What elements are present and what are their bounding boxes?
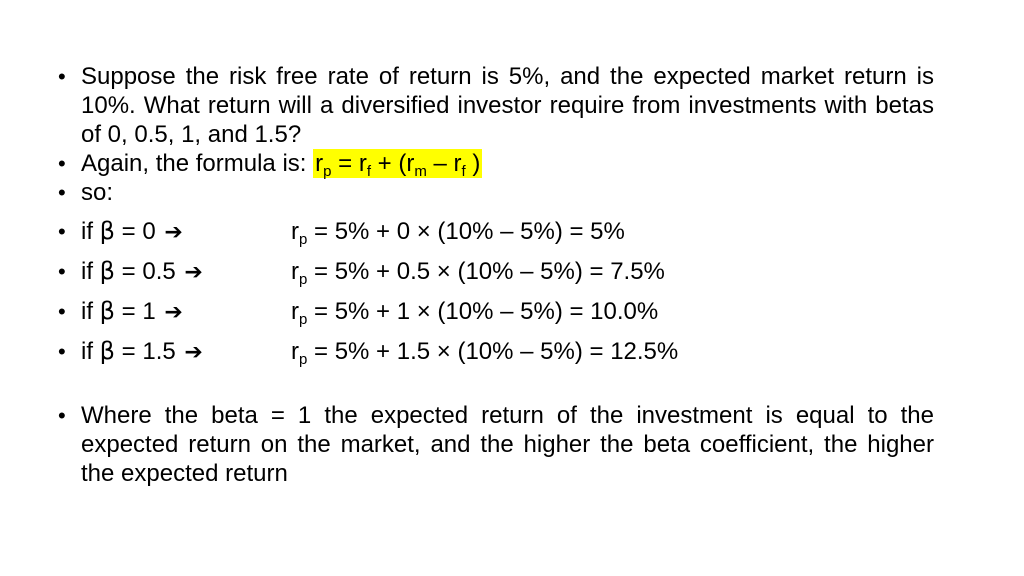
case-condition: if β = 1 ➔ [81, 297, 291, 327]
question-text: Suppose the risk free rate of return is … [81, 63, 934, 148]
case-row: if β = 1 ➔ rp = 5% + 1 × (10% – 5%) = 10… [81, 297, 934, 327]
bullet-so: so: [58, 178, 934, 207]
case-expression: = 5% + 0 × (10% – 5%) = 5% [307, 218, 625, 245]
case-result: rp = 5% + 1.5 × (10% – 5%) = 12.5% [291, 337, 934, 367]
case-value: = 1 [115, 298, 163, 325]
right-arrow-icon: ➔ [164, 300, 183, 325]
case-r: r [291, 258, 299, 285]
right-arrow-icon: ➔ [164, 220, 183, 245]
case-sub-p: p [299, 351, 308, 368]
case-if: if [81, 258, 100, 285]
right-arrow-icon: ➔ [184, 260, 203, 285]
bullet-case-1: if β = 0.5 ➔ rp = 5% + 0.5 × (10% – 5%) … [58, 257, 934, 287]
so-text: so: [81, 179, 114, 206]
conclusion-text: Where the beta = 1 the expected return o… [81, 402, 934, 487]
beta-symbol: β [99, 217, 115, 245]
formula-intro: Again, the formula is: [81, 150, 314, 177]
case-row: if β = 1.5 ➔ rp = 5% + 1.5 × (10% – 5%) … [81, 337, 934, 367]
bullet-case-3: if β = 1.5 ➔ rp = 5% + 1.5 × (10% – 5%) … [58, 337, 934, 367]
beta-symbol: β [99, 297, 115, 325]
case-if: if [81, 218, 100, 245]
formula-sub-m: m [414, 163, 427, 180]
case-expression: = 5% + 0.5 × (10% – 5%) = 7.5% [307, 258, 665, 285]
case-result: rp = 5% + 1 × (10% – 5%) = 10.0% [291, 297, 934, 327]
formula-sub-p: p [323, 163, 332, 180]
bullet-question: Suppose the risk free rate of return is … [58, 62, 934, 149]
formula-plus: + (r [370, 150, 415, 177]
case-sub-p: p [299, 231, 308, 248]
case-condition: if β = 0.5 ➔ [81, 257, 291, 287]
bullet-formula: Again, the formula is: rp = rf + (rm – r… [58, 149, 934, 180]
case-r: r [291, 338, 299, 365]
case-result: rp = 5% + 0 × (10% – 5%) = 5% [291, 217, 934, 247]
formula-sub-f2: f [461, 163, 466, 180]
beta-symbol: β [99, 257, 115, 285]
formula-minus: – r [426, 150, 462, 177]
case-if: if [81, 298, 100, 325]
case-condition: if β = 1.5 ➔ [81, 337, 291, 367]
formula-close: ) [465, 150, 481, 177]
case-row: if β = 0.5 ➔ rp = 5% + 0.5 × (10% – 5%) … [81, 257, 934, 287]
case-value: = 0 [115, 218, 163, 245]
case-value: = 1.5 [115, 338, 183, 365]
case-sub-p: p [299, 271, 308, 288]
formula-sub-f1: f [366, 163, 371, 180]
case-r: r [291, 298, 299, 325]
bullet-conclusion: Where the beta = 1 the expected return o… [58, 401, 934, 488]
case-expression: = 5% + 1.5 × (10% – 5%) = 12.5% [307, 338, 679, 365]
case-condition: if β = 0 ➔ [81, 217, 291, 247]
case-r: r [291, 218, 299, 245]
formula-eq: = r [331, 150, 367, 177]
case-value: = 0.5 [115, 258, 183, 285]
bullet-list: Suppose the risk free rate of return is … [58, 62, 934, 488]
case-sub-p: p [299, 311, 308, 328]
case-expression: = 5% + 1 × (10% – 5%) = 10.0% [307, 298, 659, 325]
formula-r: r [315, 150, 324, 177]
formula-highlight: rp = rf + (rm – rf ) [313, 149, 483, 180]
case-if: if [81, 338, 100, 365]
right-arrow-icon: ➔ [184, 340, 203, 365]
case-row: if β = 0 ➔ rp = 5% + 0 × (10% – 5%) = 5% [81, 217, 934, 247]
bullet-case-2: if β = 1 ➔ rp = 5% + 1 × (10% – 5%) = 10… [58, 297, 934, 327]
bullet-case-0: if β = 0 ➔ rp = 5% + 0 × (10% – 5%) = 5% [58, 217, 934, 247]
beta-symbol: β [99, 337, 115, 365]
case-result: rp = 5% + 0.5 × (10% – 5%) = 7.5% [291, 257, 934, 287]
